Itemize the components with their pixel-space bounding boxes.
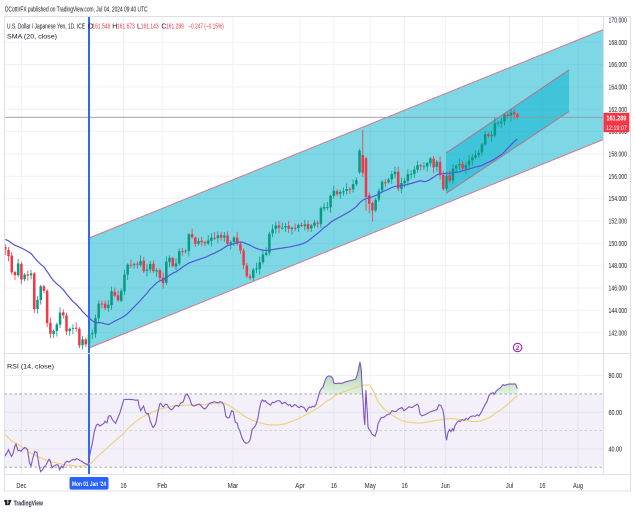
svg-text:Feb: Feb bbox=[157, 483, 167, 490]
svg-text:Aug: Aug bbox=[573, 483, 583, 490]
svg-text:164.000: 164.000 bbox=[609, 85, 628, 92]
svg-text:161.289: 161.289 bbox=[166, 24, 184, 31]
svg-text:L: L bbox=[137, 24, 141, 31]
svg-text:SMA (20, close): SMA (20, close) bbox=[7, 34, 57, 41]
svg-text:161.673: 161.673 bbox=[117, 24, 135, 31]
svg-text:146.000: 146.000 bbox=[609, 286, 628, 293]
svg-text:H: H bbox=[112, 24, 117, 31]
svg-text:16: 16 bbox=[539, 483, 545, 490]
svg-text:2: 2 bbox=[516, 345, 520, 352]
svg-text:C: C bbox=[161, 24, 166, 31]
svg-text:O: O bbox=[88, 24, 94, 31]
svg-text:−0.247 (−0.15%): −0.247 (−0.15%) bbox=[188, 24, 224, 31]
svg-text:Apr: Apr bbox=[295, 483, 305, 490]
svg-text:TradingView: TradingView bbox=[14, 500, 44, 507]
svg-text:156.000: 156.000 bbox=[609, 174, 628, 181]
svg-text:161.548: 161.548 bbox=[92, 24, 110, 31]
svg-text:160.000: 160.000 bbox=[609, 129, 628, 136]
svg-text:60.00: 60.00 bbox=[609, 410, 623, 417]
svg-text:80.00: 80.00 bbox=[609, 373, 623, 380]
svg-text:Mon 01 Jan '24: Mon 01 Jan '24 bbox=[72, 481, 106, 488]
svg-text:16: 16 bbox=[402, 483, 408, 490]
svg-text:Jun: Jun bbox=[441, 483, 450, 490]
svg-text:144.000: 144.000 bbox=[609, 308, 628, 315]
svg-text:154.000: 154.000 bbox=[609, 196, 628, 203]
svg-text:152.000: 152.000 bbox=[609, 219, 628, 226]
svg-text:May: May bbox=[365, 483, 376, 490]
svg-text:U.S. Dollar / Japanese Yen, 1D: U.S. Dollar / Japanese Yen, 1D, ICE bbox=[7, 24, 85, 31]
svg-text:166.000: 166.000 bbox=[609, 62, 628, 69]
svg-text:142.000: 142.000 bbox=[609, 330, 628, 337]
svg-text:161.289: 161.289 bbox=[606, 115, 626, 122]
svg-text:162.000: 162.000 bbox=[609, 107, 628, 114]
svg-text:Dec: Dec bbox=[16, 483, 26, 490]
svg-text:Mar: Mar bbox=[228, 483, 239, 490]
svg-text:12:19:07: 12:19:07 bbox=[606, 125, 627, 132]
svg-text:158.000: 158.000 bbox=[609, 152, 628, 159]
svg-text:16: 16 bbox=[331, 483, 337, 490]
svg-text:16: 16 bbox=[120, 483, 126, 490]
svg-text:148.000: 148.000 bbox=[609, 263, 628, 270]
svg-text:RSI (14, close): RSI (14, close) bbox=[7, 364, 54, 371]
svg-text:40.00: 40.00 bbox=[609, 447, 623, 454]
svg-text:Jul: Jul bbox=[506, 483, 514, 490]
svg-text:161.143: 161.143 bbox=[141, 24, 159, 31]
svg-text:170.000: 170.000 bbox=[609, 18, 628, 25]
svg-text:150.000: 150.000 bbox=[609, 241, 628, 248]
svg-text:168.000: 168.000 bbox=[609, 40, 628, 47]
svg-text:DCottIrFX published on Trading: DCottIrFX published on TradingView.com, … bbox=[5, 7, 148, 14]
